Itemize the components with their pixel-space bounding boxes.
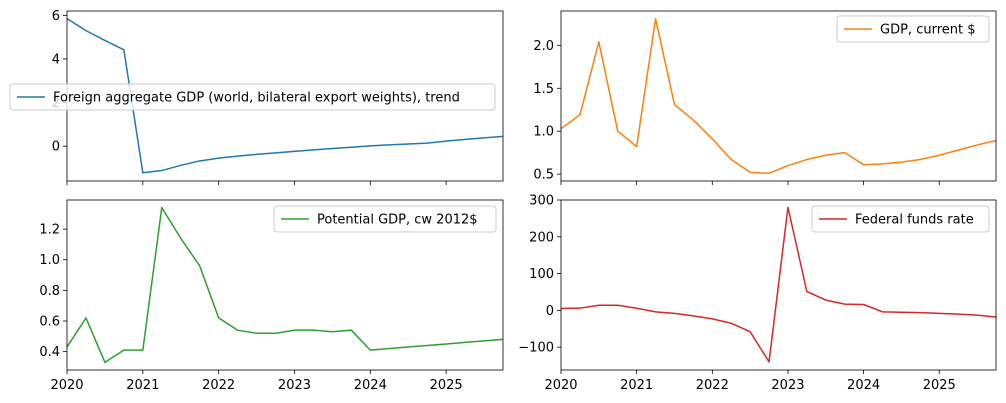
y-tick-label: 300 [529,194,554,209]
y-tick-label: 1.5 [533,82,554,97]
legend: Federal funds rate [811,205,990,233]
axes-frame [66,199,504,371]
x-tick-label: 2024 [354,378,387,393]
x-tick-label: 2021 [126,378,159,393]
y-tick-label: 4 [52,52,60,67]
legend-label: Foreign aggregate GDP (world, bilateral … [53,91,460,106]
y-tick-label: 1.0 [39,253,60,268]
legend-box [9,83,496,111]
legend-label: GDP, current $ [880,23,976,38]
legend-label: Potential GDP, cw 2012$ [317,213,478,228]
x-tick-label: 2022 [202,378,235,393]
y-tick-label: 0.8 [39,284,60,299]
legend-box [836,15,990,43]
y-tick-label: 200 [529,230,554,245]
y-tick-label: 0.4 [39,345,60,360]
legend-label: Federal funds rate [855,213,974,228]
series-line-1 [67,206,503,364]
y-tick-label: 6 [52,9,60,24]
y-tick-label: 1.0 [533,125,554,140]
x-tick-label: 2021 [620,378,653,393]
legend: GDP, current $ [836,15,990,43]
subplot-1: 0246Foreign aggregate GDP (world, bilate… [9,9,504,185]
x-tick-label: 2023 [771,378,804,393]
y-tick-label: 0.6 [39,314,60,329]
subplot-4: −100 0 100 200 300 2020 2021 2022 2023 2024 2025 Fe… [518,194,997,393]
y-tick-label: 0 [546,304,554,319]
y-tick-label: 2.0 [533,39,554,54]
series-line-1 [67,17,503,174]
x-tick-label: 2023 [278,378,311,393]
legend: Foreign aggregate GDP (world, bilateral … [9,83,496,111]
legend-box [273,205,497,233]
x-tick-label: 2025 [923,378,956,393]
subplot-2: 0.5 1.0 1.5 2.0 GDP, current $ [533,10,997,185]
y-tick-label: −100 [518,341,554,356]
x-tick-label: 2025 [430,378,463,393]
x-tick-label: 2020 [50,378,83,393]
series-line-1 [561,206,996,363]
legend-box [811,205,990,233]
axes-frame [560,199,997,371]
subplot-3: 0.4 0.6 0.8 1.0 1.2 2020 2021 2022 2023 2024 2025 P… [39,199,504,393]
y-tick-label: 100 [529,267,554,282]
legend: Potential GDP, cw 2012$ [273,205,497,233]
y-tick-label: 0 [52,140,60,155]
y-tick-label: 0.5 [533,168,554,183]
axes-frame [560,10,997,182]
x-tick-label: 2024 [847,378,880,393]
y-tick-label: 1.2 [39,223,60,238]
x-tick-label: 2020 [544,378,577,393]
x-tick-label: 2022 [696,378,729,393]
series-line-1 [561,17,996,175]
